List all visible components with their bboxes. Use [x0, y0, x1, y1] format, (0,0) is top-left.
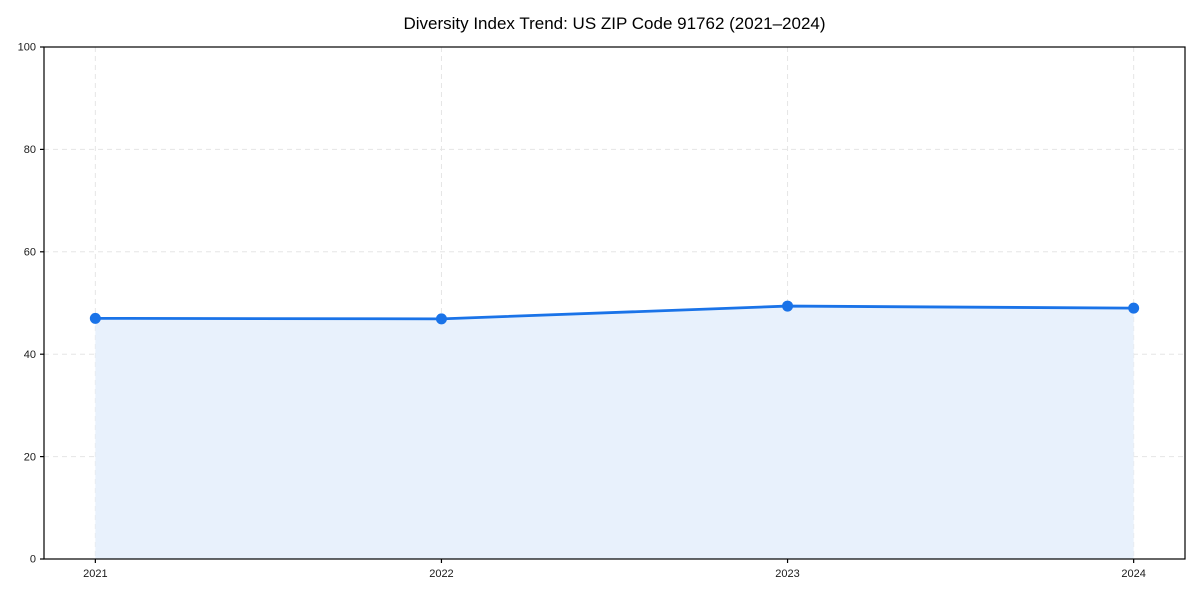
- y-tick-label: 80: [24, 144, 36, 156]
- trend-line: [93, 304, 1136, 321]
- y-tick-label: 0: [30, 554, 36, 566]
- y-tick-label: 60: [24, 247, 36, 259]
- plot-border: [43, 46, 1186, 560]
- chart-title: Diversity Index Trend: US ZIP Code 91762…: [403, 14, 826, 33]
- data-point-2022: [435, 313, 447, 325]
- area-fill: [95, 306, 1134, 559]
- y-tick-label: 100: [18, 42, 36, 54]
- data-point-2023: [782, 300, 794, 312]
- y-tick-label: 40: [24, 349, 36, 361]
- data-point-2021: [89, 312, 101, 324]
- x-tick-label: 2021: [83, 568, 107, 580]
- y-tick-label: 20: [24, 451, 36, 463]
- x-tick-label: 2024: [1121, 568, 1145, 580]
- data-point-2024: [1128, 302, 1140, 314]
- x-tick-label: 2023: [775, 568, 799, 580]
- x-tick-label: 2022: [429, 568, 453, 580]
